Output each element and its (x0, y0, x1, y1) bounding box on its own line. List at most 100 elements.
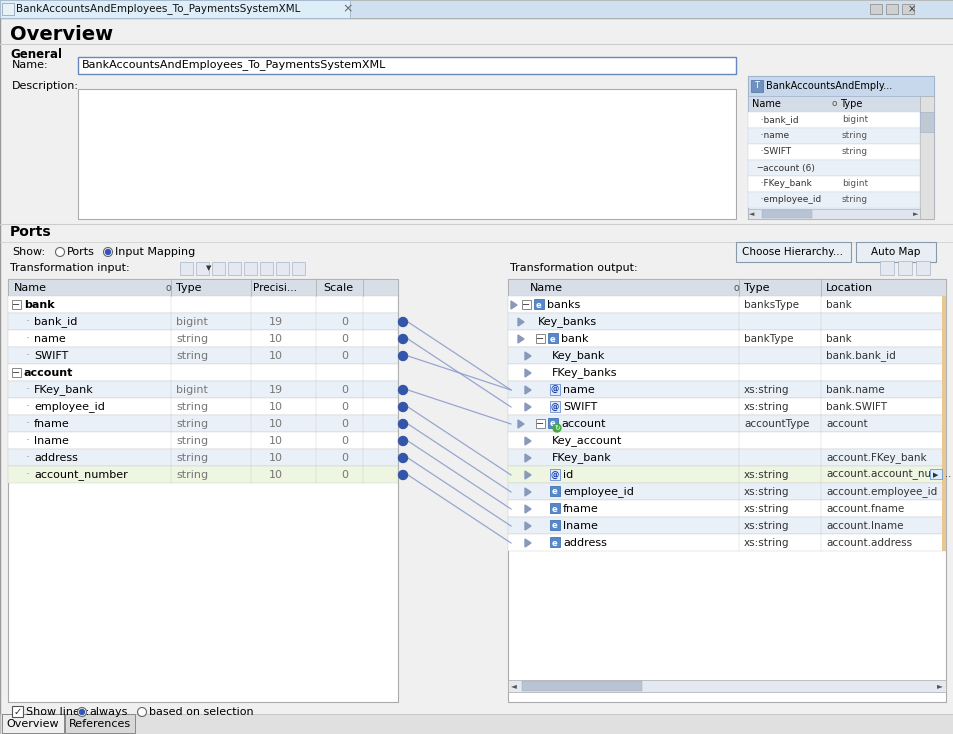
Text: fname: fname (562, 504, 598, 514)
Text: Input Mapping: Input Mapping (115, 247, 195, 257)
Text: 10: 10 (269, 402, 283, 412)
Text: string: string (841, 131, 867, 140)
Polygon shape (524, 386, 531, 394)
Text: based on selection: based on selection (149, 707, 253, 717)
Text: 10: 10 (269, 453, 283, 463)
Text: FKey_bank: FKey_bank (552, 453, 611, 463)
FancyBboxPatch shape (747, 160, 919, 176)
FancyBboxPatch shape (180, 262, 193, 275)
Text: 0: 0 (340, 385, 348, 395)
Text: −: − (12, 368, 21, 378)
Circle shape (103, 247, 112, 256)
Text: id: id (562, 470, 573, 480)
FancyBboxPatch shape (8, 398, 397, 415)
FancyBboxPatch shape (244, 262, 256, 275)
Text: ×: × (341, 2, 352, 15)
Polygon shape (517, 420, 523, 428)
Text: bigint: bigint (841, 180, 867, 189)
FancyBboxPatch shape (855, 242, 935, 262)
FancyBboxPatch shape (941, 347, 945, 364)
FancyBboxPatch shape (547, 333, 558, 343)
Text: xs:string: xs:string (743, 470, 789, 480)
Text: ▼: ▼ (206, 265, 212, 271)
Text: xs:string: xs:string (743, 504, 789, 514)
Text: account_number: account_number (34, 470, 128, 481)
Text: string: string (175, 402, 208, 412)
FancyBboxPatch shape (761, 210, 811, 218)
Text: ·: · (26, 468, 30, 482)
FancyBboxPatch shape (941, 381, 945, 398)
Text: account.lname: account.lname (825, 521, 902, 531)
Text: BankAccountsAndEmployees_To_PaymentsSystemXML: BankAccountsAndEmployees_To_PaymentsSyst… (82, 59, 386, 70)
Text: bigint: bigint (841, 115, 867, 125)
FancyBboxPatch shape (885, 4, 897, 14)
FancyBboxPatch shape (8, 279, 397, 702)
Text: ·: · (26, 451, 30, 465)
Text: string: string (175, 436, 208, 446)
Text: FKey_banks: FKey_banks (552, 368, 617, 379)
FancyBboxPatch shape (8, 364, 397, 381)
FancyBboxPatch shape (901, 4, 913, 14)
Text: ·name: ·name (751, 131, 788, 140)
Text: e: e (552, 504, 558, 514)
FancyBboxPatch shape (292, 262, 305, 275)
Text: 10: 10 (269, 351, 283, 361)
Text: account.employee_id: account.employee_id (825, 487, 936, 498)
Text: bank.SWIFT: bank.SWIFT (825, 402, 886, 412)
Text: Auto Map: Auto Map (870, 247, 920, 257)
Text: string: string (175, 351, 208, 361)
FancyBboxPatch shape (550, 469, 559, 480)
Text: 0: 0 (340, 317, 348, 327)
Text: ▶: ▶ (932, 472, 938, 478)
Text: Choose Hierarchy...: Choose Hierarchy... (741, 247, 842, 257)
FancyBboxPatch shape (941, 534, 945, 551)
Circle shape (398, 454, 407, 462)
Text: e: e (536, 300, 541, 310)
FancyBboxPatch shape (941, 364, 945, 381)
FancyBboxPatch shape (747, 112, 919, 128)
Polygon shape (524, 437, 531, 445)
FancyBboxPatch shape (65, 714, 135, 733)
Text: FKey_bank: FKey_bank (34, 385, 93, 396)
FancyBboxPatch shape (747, 209, 919, 219)
Text: @: @ (550, 402, 558, 412)
Text: xs:string: xs:string (743, 521, 789, 531)
Text: string: string (175, 470, 208, 480)
Text: ·: · (26, 333, 30, 346)
FancyBboxPatch shape (507, 483, 945, 500)
Text: address: address (34, 453, 78, 463)
Polygon shape (524, 369, 531, 377)
FancyBboxPatch shape (195, 262, 209, 275)
FancyBboxPatch shape (8, 432, 397, 449)
FancyBboxPatch shape (747, 128, 919, 144)
Polygon shape (524, 352, 531, 360)
FancyBboxPatch shape (869, 4, 882, 14)
Text: ─account (6): ─account (6) (751, 164, 814, 172)
FancyBboxPatch shape (534, 299, 543, 309)
Text: account: account (825, 419, 866, 429)
FancyBboxPatch shape (550, 520, 559, 530)
Circle shape (398, 335, 407, 344)
Circle shape (398, 420, 407, 429)
Text: Type: Type (840, 99, 862, 109)
Circle shape (79, 710, 85, 714)
Text: General: General (10, 48, 62, 60)
FancyBboxPatch shape (8, 415, 397, 432)
Circle shape (106, 250, 111, 255)
Polygon shape (524, 539, 531, 547)
Text: Overview: Overview (10, 24, 113, 43)
Text: string: string (175, 453, 208, 463)
Text: Overview: Overview (7, 719, 59, 729)
FancyBboxPatch shape (550, 401, 559, 412)
Text: −: − (522, 300, 530, 310)
Text: always: always (89, 707, 128, 717)
FancyBboxPatch shape (507, 347, 945, 364)
FancyBboxPatch shape (228, 262, 241, 275)
Text: Ports: Ports (67, 247, 94, 257)
FancyBboxPatch shape (12, 706, 23, 717)
Text: bank: bank (560, 334, 588, 344)
Text: Precisi...: Precisi... (253, 283, 296, 293)
Text: bank: bank (24, 300, 54, 310)
Text: o: o (166, 283, 172, 293)
FancyBboxPatch shape (941, 415, 945, 432)
